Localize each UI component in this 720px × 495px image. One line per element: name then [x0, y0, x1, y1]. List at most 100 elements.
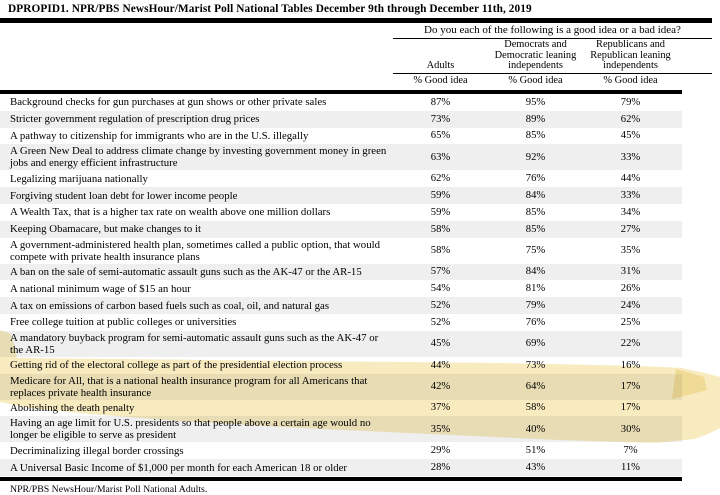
table-row: A tax on emissions of carbon based fuels…	[0, 297, 682, 314]
row-value-democrats: 75%	[525, 245, 546, 257]
row-value-democrats: 81%	[525, 283, 546, 295]
column-headers: Adults Democrats and Democratic leaning …	[393, 39, 678, 74]
header-body-divider	[0, 90, 682, 94]
row-value-adults: 63%	[430, 151, 451, 163]
row-value-adults: 73%	[430, 113, 451, 125]
row-value-democrats: 51%	[525, 445, 546, 457]
row-value-democrats: 76%	[525, 316, 546, 328]
row-value-republicans: 11%	[620, 462, 641, 474]
row-question-label: Legalizing marijuana nationally	[10, 172, 148, 185]
table-row: Forgiving student loan debt for lower in…	[0, 187, 682, 204]
row-value-adults: 65%	[430, 130, 451, 142]
table-row: A pathway to citizenship for immigrants …	[0, 128, 682, 145]
row-value-republicans: 17%	[620, 381, 641, 393]
table-row: Keeping Obamacare, but make changes to i…	[0, 220, 682, 238]
row-value-democrats: 79%	[525, 300, 546, 312]
subheader-good-idea-republicans: % Good idea	[603, 75, 658, 86]
row-value-adults: 58%	[430, 223, 451, 235]
row-value-adults: 58%	[430, 245, 451, 257]
table-row: A Green New Deal to address climate chan…	[0, 144, 682, 171]
row-value-adults: 42%	[430, 381, 451, 393]
table-row: A ban on the sale of semi-automatic assa…	[0, 263, 682, 281]
row-value-republicans: 35%	[620, 245, 641, 257]
row-value-adults: 37%	[430, 402, 451, 414]
row-value-democrats: 89%	[525, 113, 546, 125]
table-row: A government-administered health plan, s…	[0, 238, 682, 264]
row-value-democrats: 84%	[525, 266, 546, 278]
table-body: Background checks for gun purchases at g…	[0, 94, 682, 495]
row-value-democrats: 95%	[525, 96, 546, 108]
row-value-democrats: 58%	[525, 402, 546, 414]
row-value-adults: 52%	[430, 316, 451, 328]
row-value-adults: 54%	[430, 283, 451, 295]
row-question-label: A pathway to citizenship for immigrants …	[10, 129, 309, 142]
row-value-adults: 57%	[430, 266, 451, 278]
row-question-label: Forgiving student loan debt for lower in…	[10, 189, 238, 202]
row-value-republicans: 7%	[623, 445, 638, 457]
row-value-adults: 44%	[430, 359, 451, 371]
table-row: Decriminalizing illegal border crossings…	[0, 442, 682, 459]
row-question-label: Medicare for All, that is a national hea…	[10, 374, 368, 399]
row-question-label: Having an age limit for U.S. presidents …	[10, 417, 371, 442]
row-value-democrats: 85%	[525, 223, 546, 235]
row-question-label: Abolishing the death penalty	[10, 401, 135, 414]
row-value-republicans: 62%	[620, 113, 641, 125]
row-question-label: A Universal Basic Income of $1,000 per m…	[10, 461, 348, 474]
row-value-democrats: 85%	[525, 206, 546, 218]
table-row: Legalizing marijuana nationally 62% 76% …	[0, 170, 682, 187]
row-value-adults: 59%	[430, 190, 451, 202]
row-value-democrats: 84%	[525, 190, 546, 202]
column-header-adults: Adults	[426, 60, 455, 72]
table-row: Having an age limit for U.S. presidents …	[0, 416, 682, 443]
table-row: A Wealth Tax, that is a higher tax rate …	[0, 204, 682, 221]
row-question-label: A tax on emissions of carbon based fuels…	[10, 299, 330, 312]
row-value-republicans: 16%	[620, 359, 641, 371]
table-row: Abolishing the death penalty 37% 58% 17%	[0, 400, 682, 417]
row-question-label: A mandatory buyback program for semi-aut…	[10, 331, 379, 356]
table-row: Stricter government regulation of prescr…	[0, 110, 682, 128]
table-question-header: Do you each of the following is a good i…	[424, 24, 681, 36]
row-question-label: A Wealth Tax, that is a higher tax rate …	[10, 206, 331, 219]
row-question-label: Stricter government regulation of prescr…	[10, 113, 260, 126]
row-value-democrats: 40%	[525, 423, 546, 435]
row-value-democrats: 64%	[525, 381, 546, 393]
row-value-republicans: 24%	[620, 300, 641, 312]
row-value-republicans: 33%	[620, 190, 641, 202]
row-value-adults: 59%	[430, 206, 451, 218]
row-value-republicans: 30%	[620, 423, 641, 435]
row-value-adults: 62%	[430, 173, 451, 185]
column-header-underline-divider	[393, 73, 712, 74]
row-question-label: Background checks for gun purchases at g…	[10, 96, 327, 109]
table-footnote: NPR/PBS NewsHour/Marist Poll National Ad…	[10, 483, 208, 495]
row-value-democrats: 76%	[525, 173, 546, 185]
row-value-adults: 52%	[430, 300, 451, 312]
column-header-republicans: Republicans and Republican leaning indep…	[590, 39, 671, 72]
row-question-label: Free college tuition at public colleges …	[10, 316, 237, 329]
row-value-republicans: 45%	[620, 130, 641, 142]
row-question-label: Decriminalizing illegal border crossings	[10, 444, 184, 457]
row-value-republicans: 44%	[620, 173, 641, 185]
row-value-adults: 45%	[430, 338, 451, 350]
row-value-republicans: 25%	[620, 316, 641, 328]
column-header-democrats: Democrats and Democratic leaning indepen…	[494, 39, 577, 72]
question-underline-divider	[393, 38, 712, 39]
table-bottom-divider	[0, 476, 682, 481]
title-divider	[0, 18, 712, 23]
row-value-adults: 28%	[430, 462, 451, 474]
row-question-label: A ban on the sale of semi-automatic assa…	[10, 265, 362, 278]
page-title: DPROPID1. NPR/PBS NewsHour/Marist Poll N…	[8, 3, 532, 15]
row-value-republicans: 27%	[620, 223, 641, 235]
row-value-adults: 87%	[430, 96, 451, 108]
row-value-democrats: 69%	[525, 338, 546, 350]
table-row: A Universal Basic Income of $1,000 per m…	[0, 459, 682, 476]
row-value-democrats: 73%	[525, 359, 546, 371]
row-value-democrats: 92%	[525, 151, 546, 163]
row-value-republicans: 34%	[620, 206, 641, 218]
row-value-republicans: 22%	[620, 338, 641, 350]
row-value-republicans: 31%	[620, 266, 641, 278]
row-question-label: Getting rid of the electoral college as …	[10, 359, 343, 372]
table-row: Free college tuition at public colleges …	[0, 314, 682, 331]
row-question-label: A government-administered health plan, s…	[10, 238, 381, 263]
row-value-republicans: 17%	[620, 402, 641, 414]
